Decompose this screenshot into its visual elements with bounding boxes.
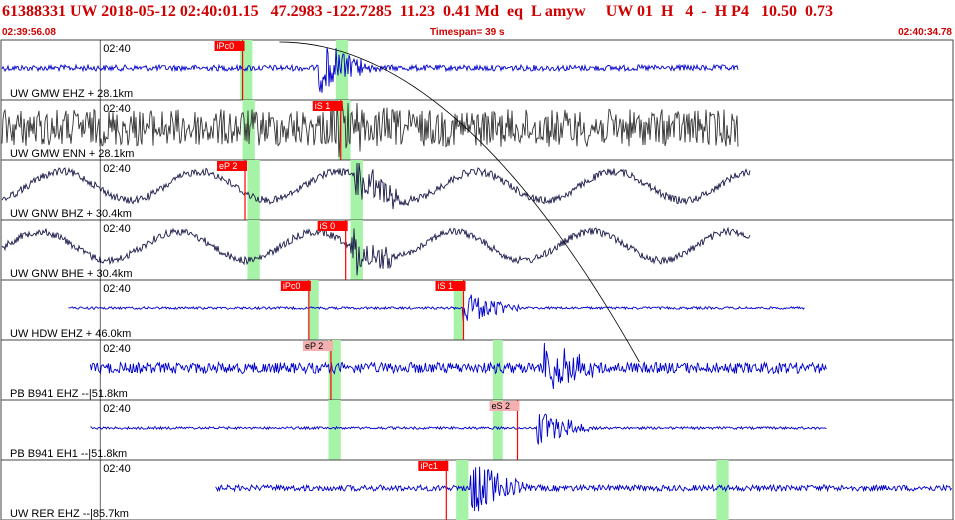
waveform-trace [1, 226, 751, 276]
analysis-window [247, 160, 260, 220]
time-tick-label: 02:40 [103, 463, 131, 475]
phase-pick-badge [418, 461, 449, 471]
event-header: 61388331 UW 2018-05-12 02:40:01.15 47.29… [0, 0, 955, 27]
analysis-window [308, 280, 319, 340]
station-label: PB B941 EH1 --|51.8km [10, 448, 127, 460]
event-summary: 61388331 UW 2018-05-12 02:40:01.15 47.29… [2, 3, 833, 20]
phase-pick-label: eS 2 [492, 401, 511, 411]
waveform-trace [68, 294, 805, 322]
analysis-window [492, 400, 503, 460]
end-time: 02:40:34.78 [898, 27, 952, 38]
analysis-window [492, 340, 503, 400]
panel-frame [0, 39, 954, 101]
station-label: PB B941 EHZ --|51.8km [10, 388, 128, 400]
start-time: 02:39:56.08 [2, 27, 56, 38]
phase-pick-label: eP 2 [305, 341, 323, 351]
time-tick-label: 02:40 [103, 163, 131, 175]
time-tick-label: 02:40 [103, 223, 131, 235]
time-tick-label: 02:40 [103, 43, 131, 55]
phase-pick-badge [317, 221, 348, 231]
station-label: UW GMW EHZ + 28.1km [10, 88, 133, 100]
phase-pick-label: iPc1 [420, 461, 438, 471]
station-label: UW HDW EHZ + 46.0km [10, 328, 131, 340]
travel-time-curve [279, 41, 640, 363]
panel-frame [0, 399, 954, 461]
waveform-trace [1, 162, 751, 210]
time-tick-label: 02:40 [103, 103, 131, 115]
timespan: Timespan= 39 s [430, 27, 505, 38]
panel-frame [0, 279, 954, 341]
time-tick-label: 02:40 [103, 343, 131, 355]
phase-pick-badge [435, 281, 466, 291]
panel-frame [0, 159, 954, 221]
time-tick-label: 02:40 [103, 283, 131, 295]
analysis-window [453, 280, 464, 340]
phase-pick-label: iPc0 [217, 41, 235, 51]
phase-pick-label: iPc0 [283, 281, 301, 291]
time-bar: 02:39:56.08 Timespan= 39 s 02:40:34.78 [0, 27, 955, 39]
phase-pick-badge [280, 281, 311, 291]
station-label: UW GMW ENN + 28.1km [10, 148, 134, 160]
station-label: UW GNW BHE + 30.4km [10, 268, 133, 280]
phase-pick-label: iS 1 [315, 101, 331, 111]
phase-pick-label: eP 2 [219, 161, 237, 171]
station-label: UW RER EHZ --|85.7km [10, 508, 129, 520]
phase-pick-label: iS 0 [320, 221, 336, 231]
phase-pick-badge [214, 41, 245, 51]
analysis-window [328, 400, 341, 460]
waveform-trace [89, 342, 827, 390]
phase-pick-badge [312, 101, 343, 111]
phase-pick-badge [489, 401, 520, 411]
phase-pick-label: iS 1 [437, 281, 453, 291]
waveform-trace [90, 413, 827, 445]
waveform-trace [1, 102, 739, 158]
analysis-window [247, 220, 260, 280]
panel-frame [0, 219, 954, 281]
phase-pick-badge [302, 341, 333, 351]
phase-pick-badge [217, 161, 248, 171]
waveform-trace [215, 466, 952, 512]
waveform-trace [1, 47, 739, 93]
time-tick-label: 02:40 [103, 403, 131, 415]
station-label: UW GNW BHZ + 30.4km [10, 208, 132, 220]
analysis-window [240, 40, 253, 100]
panel-frame [0, 459, 954, 520]
